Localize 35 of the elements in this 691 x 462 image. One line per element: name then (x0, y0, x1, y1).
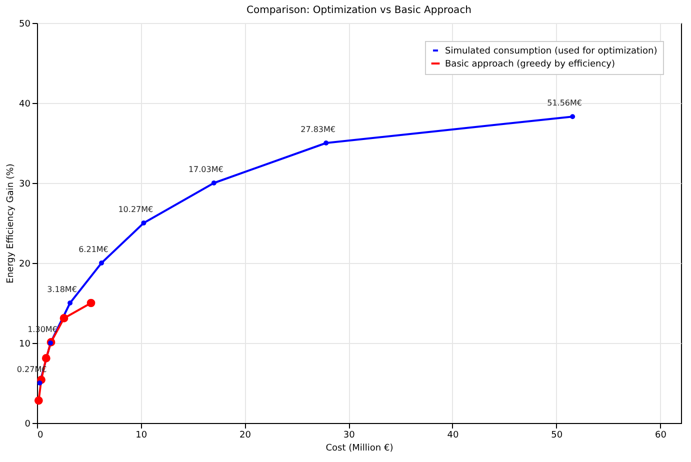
point (42, 354, 50, 362)
y-tick-label: 0 (24, 420, 31, 430)
x-tick-label: 20 (240, 430, 252, 440)
chart-title: Comparison: Optimization vs Basic Approach (246, 5, 472, 16)
annotation: 51.56M€ (547, 98, 582, 108)
x-tick-label: 50 (551, 430, 563, 440)
annotation: 27.83M€ (300, 125, 336, 134)
annotation: 3.18M€ (47, 285, 77, 294)
point (34, 396, 43, 405)
point (60, 314, 68, 322)
point (570, 114, 576, 120)
legend-label: Simulated consumption (used for optimization) (445, 46, 658, 56)
annotation: 6.21M€ (78, 245, 108, 254)
point (324, 140, 329, 146)
annotation: 17.03M€ (188, 165, 224, 174)
y-tick-label: 10 (19, 340, 31, 350)
x-tick-label: 0 (38, 430, 44, 440)
x-tick-label: 40 (447, 430, 459, 440)
x-axis-title: Cost (Million €) (326, 444, 394, 454)
point (86, 298, 96, 308)
y-tick-label: 50 (19, 20, 31, 30)
point (68, 300, 73, 306)
point (37, 380, 42, 386)
point (99, 260, 104, 266)
y-tick-label: 20 (19, 260, 31, 270)
point (211, 180, 216, 186)
y-tick-label: 40 (19, 100, 31, 110)
x-tick-label: 60 (655, 430, 667, 440)
annotation: 10.27M€ (118, 205, 154, 214)
x-tick-label: 10 (136, 430, 148, 440)
point (141, 220, 146, 226)
y-tick-label: 30 (19, 180, 31, 190)
x-tick-label: 30 (343, 430, 356, 440)
legend-label: Basic approach (greedy by efficiency) (445, 60, 615, 70)
y-axis-title: Energy Efficiency Gain (%) (6, 164, 16, 284)
